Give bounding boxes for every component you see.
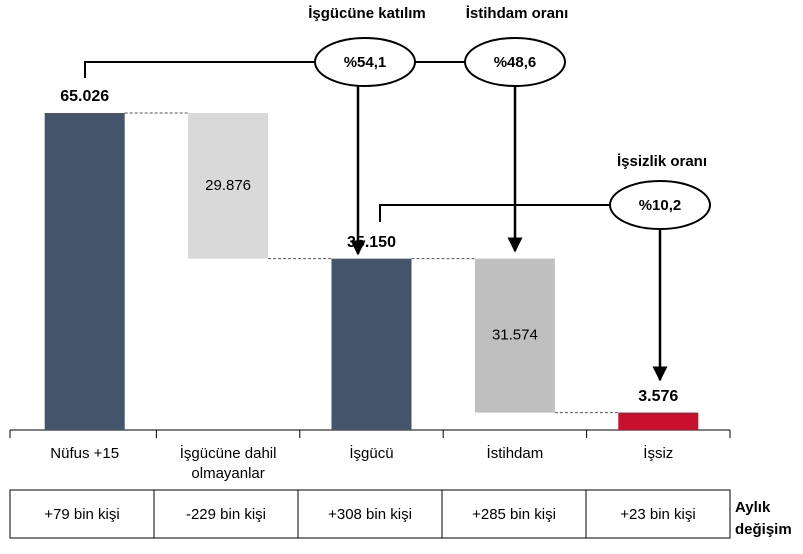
bar bbox=[44, 113, 125, 430]
bar bbox=[474, 258, 555, 413]
table-cell-text: +23 bin kişi bbox=[620, 506, 695, 523]
annotation-ellipse bbox=[314, 37, 416, 87]
table-cell-text: +308 bin kişi bbox=[328, 506, 412, 523]
x-tick-label: İstihdam bbox=[486, 445, 544, 462]
table-cell-text: +285 bin kişi bbox=[472, 506, 556, 523]
annotation-ellipse bbox=[464, 37, 566, 87]
x-tick-label: Nüfus +15 bbox=[50, 445, 120, 462]
annotation-title: İşsizlik oranı bbox=[617, 153, 707, 170]
connector bbox=[84, 61, 315, 78]
annotation-value: %48,6 bbox=[494, 54, 537, 71]
table-cell bbox=[153, 489, 299, 539]
value-label: 35.150 bbox=[347, 234, 396, 251]
table-row-label: Aylık değişim bbox=[735, 499, 792, 538]
annotation-title: İstihdam oranı bbox=[466, 5, 569, 22]
table-cell bbox=[9, 489, 155, 539]
table-cell bbox=[297, 489, 443, 539]
annotation-value: %54,1 bbox=[344, 54, 387, 71]
x-tick-label: İşgücüne dahil olmayanlar bbox=[179, 445, 277, 482]
table-cell-text: -229 bin kişi bbox=[186, 506, 266, 523]
bar bbox=[618, 412, 699, 430]
value-label: 3.576 bbox=[638, 388, 678, 405]
connector bbox=[379, 204, 610, 222]
table-cell bbox=[585, 489, 731, 539]
annotation-value: %10,2 bbox=[639, 197, 682, 214]
bar bbox=[188, 113, 269, 259]
value-label: 31.574 bbox=[492, 327, 538, 344]
annotation-title: İşgücüne katılım bbox=[308, 5, 426, 22]
table-cell bbox=[441, 489, 587, 539]
x-tick-label: İşsiz bbox=[643, 445, 674, 462]
table-cell-text: +79 bin kişi bbox=[44, 506, 119, 523]
value-label: 65.026 bbox=[60, 88, 109, 105]
x-tick-label: İşgücü bbox=[349, 445, 394, 462]
value-label: 29.876 bbox=[205, 177, 251, 194]
annotation-ellipse bbox=[609, 180, 711, 230]
bar bbox=[331, 258, 412, 430]
